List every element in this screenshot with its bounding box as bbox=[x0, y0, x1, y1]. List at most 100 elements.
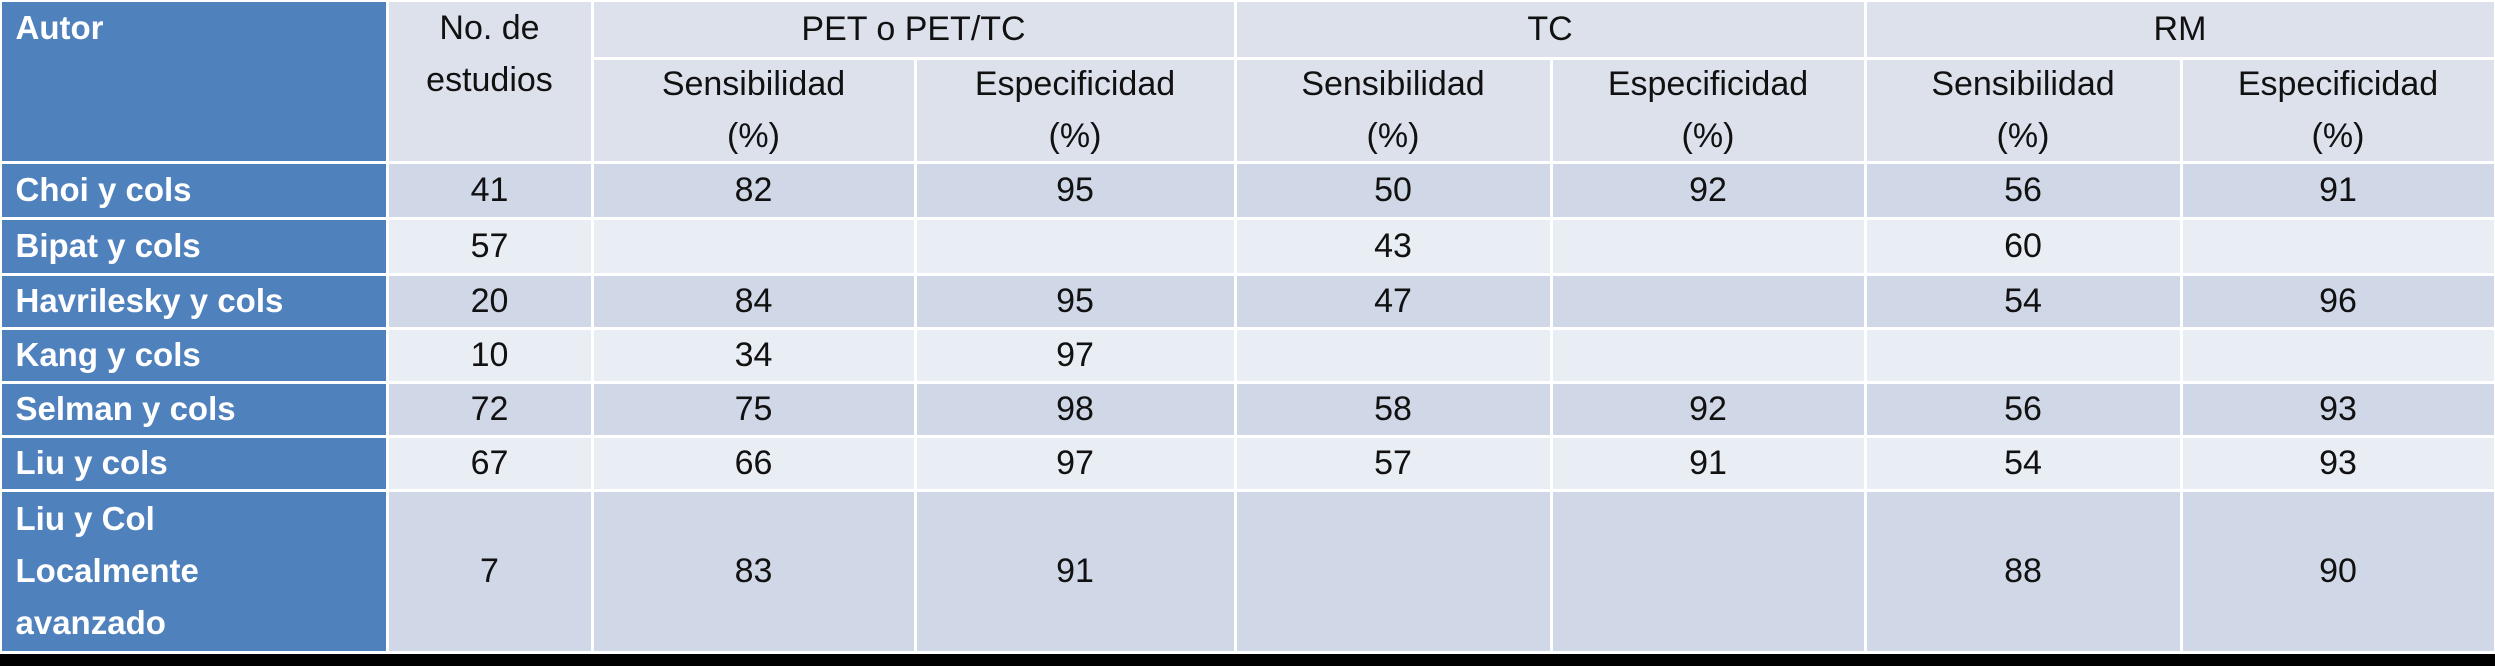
data-cell: 10 bbox=[388, 329, 591, 381]
data-cell: 97 bbox=[916, 437, 1234, 489]
bottom-bar bbox=[0, 654, 2495, 666]
data-cell bbox=[1552, 491, 1864, 651]
header-text: (%) bbox=[1366, 117, 1420, 155]
cell-value: 91 bbox=[1056, 552, 1094, 590]
sub-header: Sensibilidad (%) bbox=[1236, 59, 1550, 161]
author-text: Liu y cols bbox=[15, 444, 168, 481]
cell-value: 50 bbox=[1374, 171, 1412, 209]
header-text: (%) bbox=[727, 117, 780, 155]
cell-value: 82 bbox=[734, 171, 773, 209]
cell-value: 93 bbox=[2319, 444, 2357, 482]
header-text: (%) bbox=[2311, 117, 2365, 155]
data-cell: 97 bbox=[916, 329, 1234, 381]
data-cell: 54 bbox=[1866, 275, 2180, 327]
cell-value: 92 bbox=[1689, 171, 1727, 209]
cell-value: 43 bbox=[1374, 227, 1412, 265]
cell-value: 95 bbox=[1056, 171, 1094, 209]
author-text: Liu y Col bbox=[15, 500, 155, 537]
data-cell bbox=[593, 219, 914, 273]
group-header: RM bbox=[1866, 1, 2494, 57]
header-text: (%) bbox=[1048, 117, 1102, 155]
cell-value: 88 bbox=[2004, 552, 2042, 590]
data-cell bbox=[916, 219, 1234, 273]
cell-value: 57 bbox=[1374, 444, 1412, 482]
data-cell: 96 bbox=[2182, 275, 2494, 327]
cell-value: 93 bbox=[2319, 390, 2357, 428]
cell-value: 91 bbox=[1689, 444, 1727, 482]
sub-header: Sensibilidad (%) bbox=[593, 59, 914, 161]
author-cell: Kang y cols bbox=[1, 329, 386, 381]
author-text: Kang y cols bbox=[15, 336, 201, 373]
author-cell: Selman y cols bbox=[1, 383, 386, 435]
data-cell: 58 bbox=[1236, 383, 1550, 435]
data-cell: 91 bbox=[2182, 163, 2494, 217]
data-cell: 56 bbox=[1866, 383, 2180, 435]
cell-value: 34 bbox=[734, 336, 773, 374]
author-cell: Liu y cols bbox=[1, 437, 386, 489]
data-cell bbox=[1866, 329, 2180, 381]
header-text: Sensibilidad bbox=[1301, 65, 1485, 103]
header-text: RM bbox=[2153, 10, 2207, 48]
author-cell: Liu y Col Localmente avanzado bbox=[1, 491, 386, 651]
group-header: PET o PET/TC bbox=[593, 1, 1234, 57]
cell-value: 66 bbox=[734, 444, 773, 482]
cell-value: 54 bbox=[2004, 444, 2042, 482]
cell-value: 75 bbox=[734, 390, 773, 428]
data-cell: 93 bbox=[2182, 437, 2494, 489]
data-cell: 20 bbox=[388, 275, 591, 327]
data-cell: 57 bbox=[388, 219, 591, 273]
cell-value: 57 bbox=[470, 227, 509, 265]
data-cell: 92 bbox=[1552, 383, 1864, 435]
cell-value: 95 bbox=[1056, 282, 1094, 320]
header-text: (%) bbox=[1681, 117, 1735, 155]
sub-header: Especificidad (%) bbox=[2182, 59, 2494, 161]
cell-value: 56 bbox=[2004, 171, 2042, 209]
data-cell: 92 bbox=[1552, 163, 1864, 217]
header-text: No. de bbox=[439, 8, 540, 47]
header-text: Especificidad bbox=[974, 65, 1176, 103]
group-header: TC bbox=[1236, 1, 1864, 57]
header-text: TC bbox=[1527, 10, 1573, 48]
data-cell bbox=[1552, 219, 1864, 273]
author-text: Bipat y cols bbox=[15, 227, 201, 264]
data-cell bbox=[1236, 491, 1550, 651]
author-text: Havrilesky y cols bbox=[15, 282, 284, 319]
author-text: Localmente bbox=[15, 552, 199, 589]
sub-header: Especificidad (%) bbox=[916, 59, 1234, 161]
cell-value: 96 bbox=[2319, 282, 2357, 320]
data-cell: 95 bbox=[916, 163, 1234, 217]
data-cell bbox=[1236, 329, 1550, 381]
author-cell: Choi y cols bbox=[1, 163, 386, 217]
cell-value: 56 bbox=[2004, 390, 2042, 428]
header-text: Sensibilidad bbox=[1931, 65, 2115, 103]
cell-value: 67 bbox=[470, 444, 509, 482]
data-cell: 50 bbox=[1236, 163, 1550, 217]
data-cell: 84 bbox=[593, 275, 914, 327]
cell-value: 58 bbox=[1374, 390, 1412, 428]
cell-value: 97 bbox=[1056, 336, 1094, 374]
data-cell: 67 bbox=[388, 437, 591, 489]
data-cell: 7 bbox=[388, 491, 591, 651]
author-cell: Bipat y cols bbox=[1, 219, 386, 273]
cell-value: 90 bbox=[2319, 552, 2357, 590]
author-text: avanzado bbox=[15, 604, 166, 641]
data-cell bbox=[2182, 329, 2494, 381]
data-cell: 75 bbox=[593, 383, 914, 435]
header-text: Especificidad bbox=[1607, 65, 1809, 103]
data-cell: 56 bbox=[1866, 163, 2180, 217]
sub-header: Especificidad (%) bbox=[1552, 59, 1864, 161]
data-cell: 98 bbox=[916, 383, 1234, 435]
cell-value: 92 bbox=[1689, 390, 1727, 428]
data-cell: 91 bbox=[1552, 437, 1864, 489]
data-cell: 66 bbox=[593, 437, 914, 489]
sub-header: Sensibilidad (%) bbox=[1866, 59, 2180, 161]
author-cell: Havrilesky y cols bbox=[1, 275, 386, 327]
header-cell: Autor bbox=[1, 1, 386, 161]
data-cell: 72 bbox=[388, 383, 591, 435]
cell-value: 10 bbox=[470, 336, 509, 374]
data-cell: 57 bbox=[1236, 437, 1550, 489]
header-cell: No. de estudios bbox=[388, 1, 591, 161]
cell-value: 47 bbox=[1374, 282, 1412, 320]
data-cell: 60 bbox=[1866, 219, 2180, 273]
